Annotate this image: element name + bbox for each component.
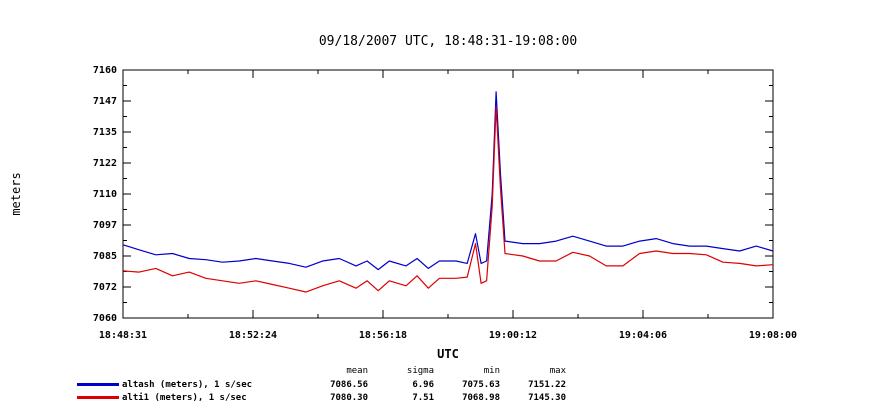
x-tick-label: 18:48:31 [99, 330, 147, 341]
series-line-1 [122, 105, 774, 293]
y-tick-label: 7122 [93, 158, 117, 169]
x-tick-label: 18:56:18 [359, 330, 407, 341]
x-tick-label: 19:08:00 [749, 330, 797, 341]
y-tick-label: 7160 [93, 65, 117, 76]
x-tick-label: 19:00:12 [489, 330, 537, 341]
y-tick-label: 7135 [93, 127, 117, 138]
series-group [122, 91, 774, 293]
x-axis-label: UTC [437, 347, 459, 361]
x-tick-label: 19:04:06 [619, 330, 667, 341]
y-tick-label: 7085 [93, 251, 117, 262]
y-axis-label: meters [9, 172, 23, 215]
x-axis: 18:48:31 18:52:24 18:56:18 19:00:12 19:04:06… [99, 70, 797, 341]
y-tick-label: 7110 [93, 189, 117, 200]
chart-title: 09/18/2007 UTC, 18:48:31-19:08:00 [319, 34, 577, 49]
y-tick-label: 7147 [93, 96, 117, 107]
y-tick-label: 7097 [93, 220, 117, 231]
y-tick-label: 7072 [93, 282, 117, 293]
y-tick-label: 7060 [93, 313, 117, 324]
x-tick-label: 18:52:24 [229, 330, 277, 341]
series-line-0 [122, 91, 774, 271]
y-axis: 7160 7147 7135 7122 7110 7097 7085 7072 7060 [93, 65, 773, 324]
